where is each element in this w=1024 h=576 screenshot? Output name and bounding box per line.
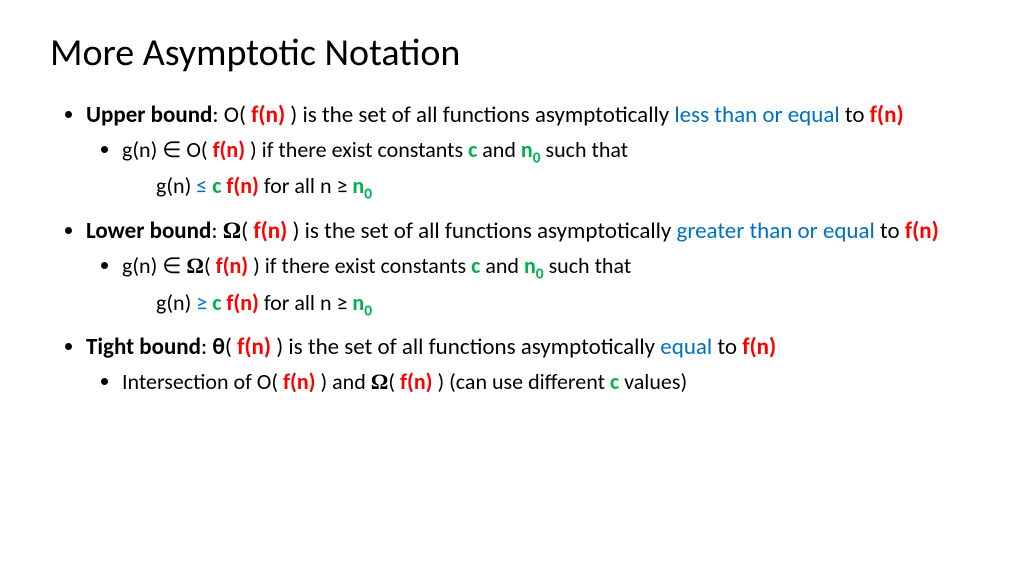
bullet-lower-bound: Lower bound: Ω( f(n) ) is the set of all… [86,215,974,321]
label: Upper bound [86,101,212,129]
slide: More Asymptotic Notation Upper bound: O(… [0,0,1024,427]
sub-bullet: g(n) ∈ Ω( f(n) ) if there exist constant… [122,251,974,321]
label: Tight bound [86,333,201,361]
bullet-list: Upper bound: O( f(n) ) is the set of all… [50,100,974,397]
label: Lower bound [86,217,211,245]
bullet-tight-bound: Tight bound: θ( f(n) ) is the set of all… [86,332,974,397]
sub-list: g(n) ∈ O( f(n) ) if there exist constant… [86,135,974,205]
indent-line: g(n) ≤ c f(n) for all n ≥ n0 [122,171,974,205]
indent-line: g(n) ≥ c f(n) for all n ≥ n0 [122,288,974,322]
sub-list: Intersection of O( f(n) ) and Ω( f(n) ) … [86,367,974,397]
sub-bullet: g(n) ∈ O( f(n) ) if there exist constant… [122,135,974,205]
sub-list: g(n) ∈ Ω( f(n) ) if there exist constant… [86,251,974,321]
bullet-upper-bound: Upper bound: O( f(n) ) is the set of all… [86,100,974,205]
sub-bullet: Intersection of O( f(n) ) and Ω( f(n) ) … [122,367,974,397]
slide-title: More Asymptotic Notation [50,30,974,76]
